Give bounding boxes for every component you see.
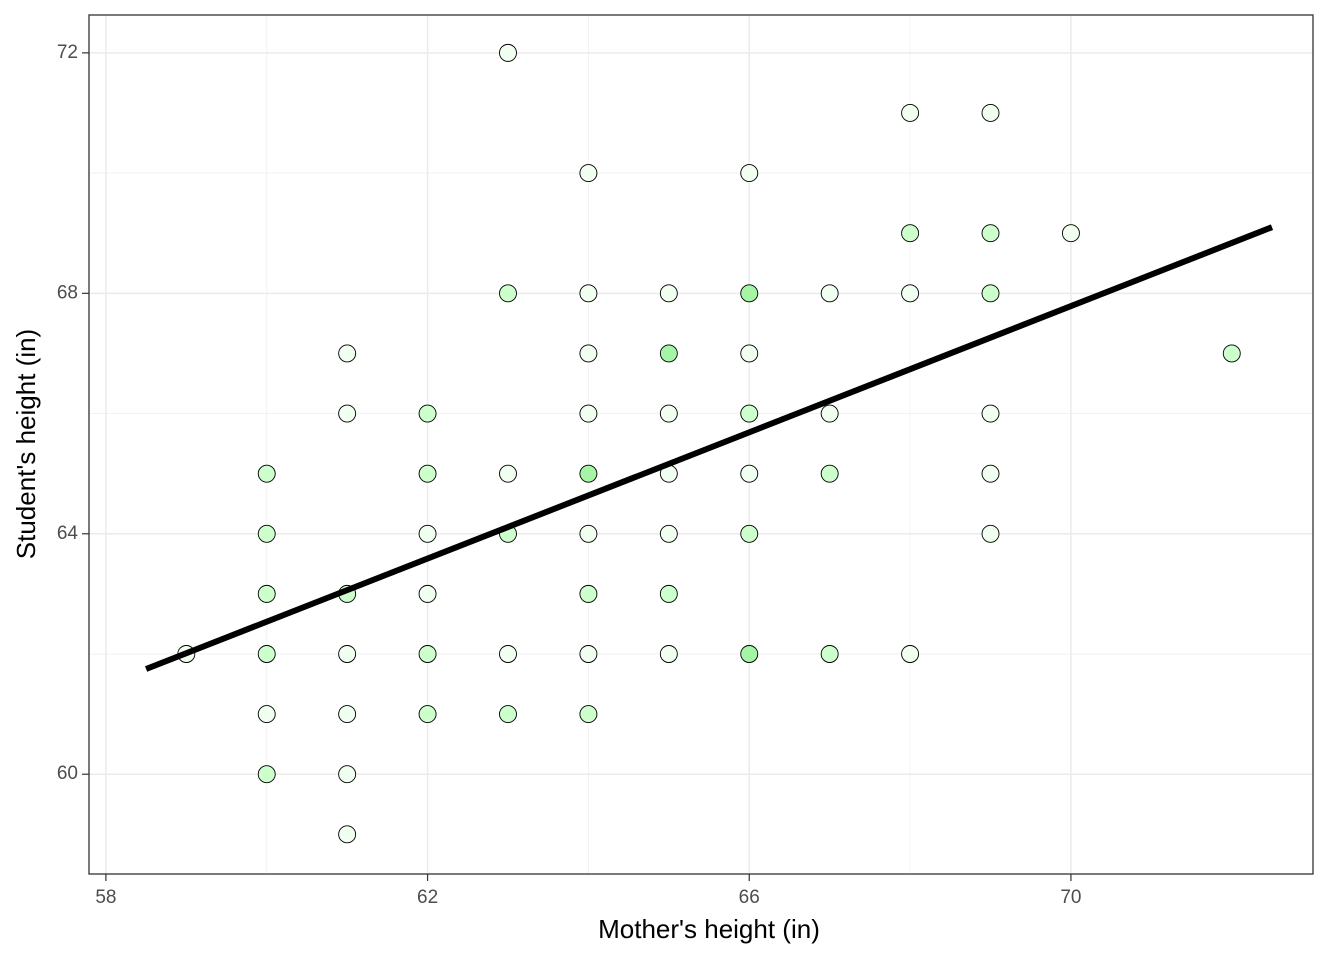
point bbox=[418, 464, 437, 483]
point bbox=[579, 284, 598, 303]
y-tick-label: 64 bbox=[57, 523, 79, 544]
point bbox=[659, 284, 678, 303]
point bbox=[499, 284, 517, 303]
point bbox=[257, 765, 276, 784]
point bbox=[820, 645, 839, 663]
point bbox=[257, 464, 276, 483]
point bbox=[418, 584, 437, 603]
point bbox=[659, 645, 678, 663]
point bbox=[579, 164, 598, 183]
point bbox=[820, 464, 839, 483]
point bbox=[338, 344, 357, 363]
point bbox=[338, 825, 357, 844]
x-tick-label: 66 bbox=[739, 887, 760, 908]
point bbox=[338, 765, 357, 784]
point bbox=[418, 404, 437, 423]
point bbox=[1222, 344, 1241, 363]
point bbox=[820, 284, 839, 303]
point bbox=[740, 645, 759, 663]
point bbox=[257, 645, 276, 663]
y-axis-title: Student's height (in) bbox=[11, 329, 41, 559]
point bbox=[579, 344, 598, 363]
x-tick-label: 70 bbox=[1060, 887, 1081, 908]
point bbox=[579, 524, 598, 543]
point bbox=[659, 344, 678, 363]
point bbox=[740, 284, 759, 303]
point bbox=[257, 524, 276, 543]
point bbox=[418, 645, 437, 663]
point bbox=[901, 284, 920, 303]
point bbox=[579, 705, 598, 724]
y-tick-label: 60 bbox=[57, 763, 78, 784]
point bbox=[659, 404, 678, 423]
plot-border bbox=[88, 14, 1314, 875]
point bbox=[901, 224, 920, 243]
point bbox=[981, 464, 1000, 483]
point bbox=[1061, 224, 1080, 243]
point bbox=[338, 645, 357, 663]
point bbox=[579, 584, 598, 603]
point bbox=[820, 404, 839, 423]
point bbox=[659, 584, 678, 603]
point bbox=[901, 645, 920, 663]
point bbox=[981, 284, 1000, 303]
point bbox=[499, 645, 517, 663]
point bbox=[981, 104, 1000, 122]
point bbox=[740, 404, 759, 423]
point bbox=[579, 645, 598, 663]
point bbox=[579, 404, 598, 423]
point bbox=[579, 464, 598, 483]
point bbox=[740, 164, 759, 183]
point bbox=[499, 43, 517, 62]
point bbox=[740, 464, 759, 483]
x-tick-label: 62 bbox=[417, 887, 438, 908]
point bbox=[257, 705, 276, 724]
point bbox=[659, 524, 678, 543]
fit-line bbox=[145, 224, 1274, 672]
y-tick-label: 68 bbox=[57, 282, 78, 303]
point bbox=[981, 224, 1000, 243]
point bbox=[418, 524, 437, 543]
point bbox=[338, 404, 357, 423]
point bbox=[338, 705, 357, 724]
point bbox=[499, 705, 517, 724]
x-axis-title: Mother's height (in) bbox=[598, 914, 820, 944]
point bbox=[981, 404, 1000, 423]
point bbox=[981, 524, 1000, 543]
point bbox=[901, 104, 920, 122]
point bbox=[257, 584, 276, 603]
x-tick-label: 58 bbox=[95, 887, 116, 908]
point bbox=[499, 464, 517, 483]
y-tick-label: 72 bbox=[57, 42, 78, 63]
point bbox=[740, 344, 759, 363]
point bbox=[418, 705, 437, 724]
point bbox=[740, 524, 759, 543]
